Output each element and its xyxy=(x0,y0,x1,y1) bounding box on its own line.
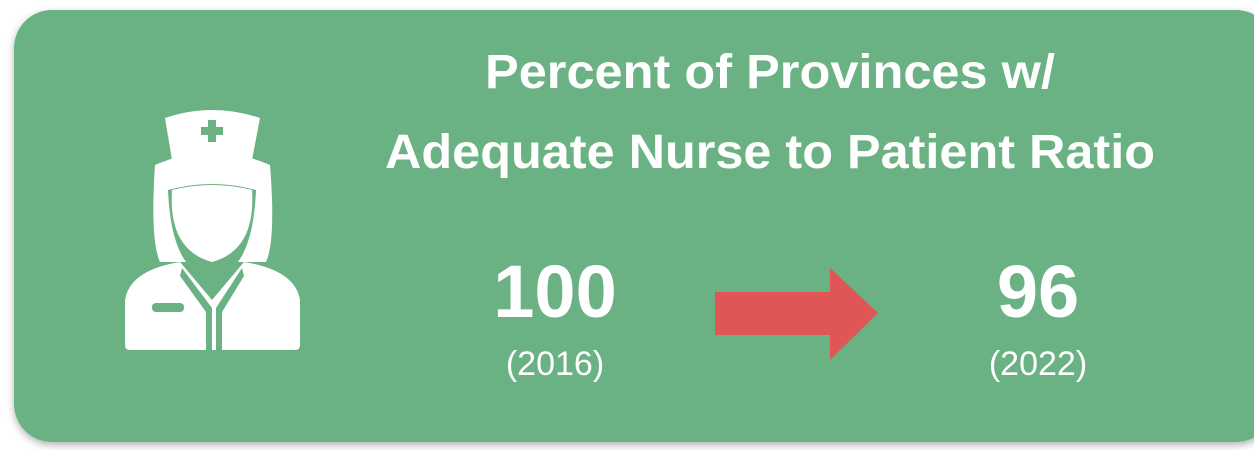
from-value: 100 xyxy=(493,250,616,333)
title-line: Percent of Provinces w/ xyxy=(485,46,1055,99)
nurse-icon xyxy=(125,110,300,350)
card xyxy=(14,10,1254,442)
to-value: 96 xyxy=(997,250,1079,333)
from-year: (2016) xyxy=(506,345,604,383)
title-line: Adequate Nurse to Patient Ratio xyxy=(385,126,1155,179)
to-year: (2022) xyxy=(989,345,1087,383)
arrow xyxy=(715,268,878,360)
